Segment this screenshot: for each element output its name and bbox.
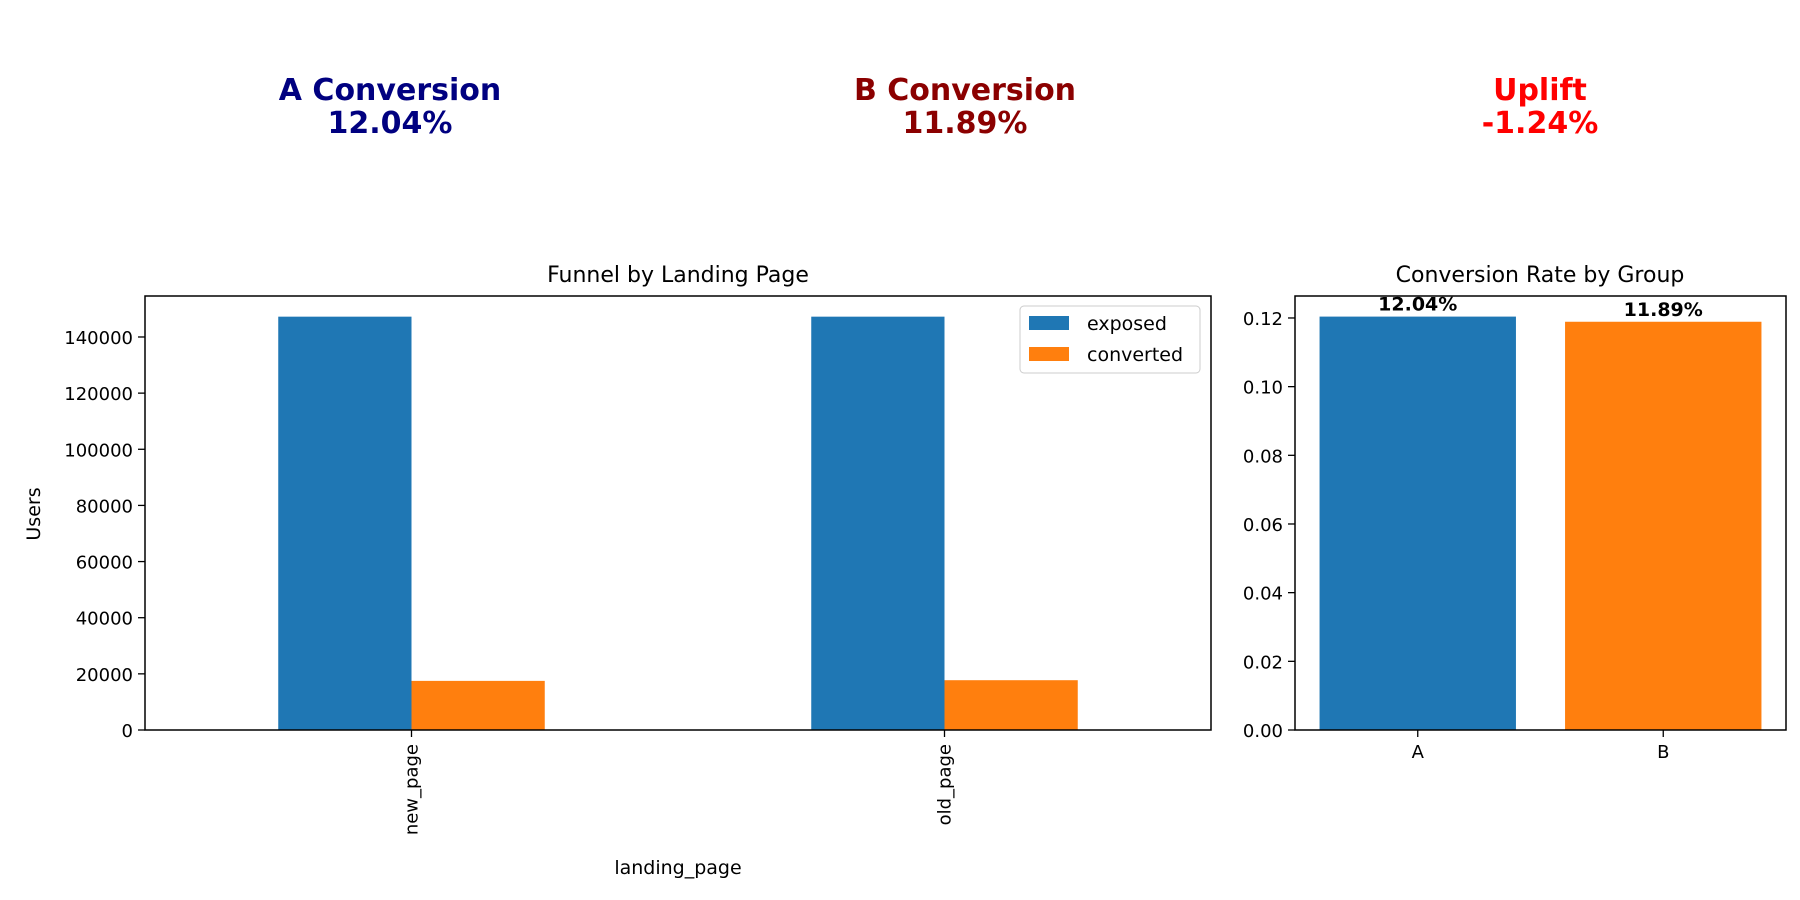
y-tick-label: 0.08: [1243, 446, 1283, 467]
data-label-B: 11.89%: [1624, 299, 1703, 321]
y-tick-label: 20000: [76, 665, 133, 686]
x-tick-label-old_page: old_page: [935, 744, 956, 825]
kpi-uplift-value: -1.24%: [1481, 106, 1599, 141]
rate-chart: Conversion Rate by Group 12.04% 11.89% 0.…: [1243, 263, 1787, 763]
kpi-a-value: 12.04%: [327, 106, 453, 141]
y-tick-label: 0.06: [1243, 515, 1283, 536]
bar-new_page-converted: [411, 680, 545, 730]
kpi-a-label: A Conversion: [278, 73, 502, 108]
rate-bars: 12.04% 11.89%: [1319, 294, 1762, 730]
y-tick-label: 0.12: [1243, 309, 1283, 330]
x-tick-label-A: A: [1412, 742, 1425, 763]
y-tick-label: 140000: [64, 328, 133, 349]
y-tick-label: 100000: [64, 440, 133, 461]
y-tick-label: 120000: [64, 384, 133, 405]
funnel-chart: Funnel by Landing Page Users landing_pag…: [23, 263, 1212, 879]
bar-old_page-converted: [944, 680, 1078, 730]
funnel-legend: exposed converted: [1019, 305, 1201, 374]
funnel-y-ticks: 0 20000 40000 60000 80000 100000 120000 140000: [64, 328, 145, 742]
kpi-b-conversion: B Conversion 11.89%: [765, 74, 1165, 140]
x-tick-label-B: B: [1657, 742, 1669, 763]
funnel-y-axis-label: Users: [23, 487, 45, 540]
funnel-chart-title: Funnel by Landing Page: [547, 263, 809, 288]
x-tick-label-new_page: new_page: [402, 744, 423, 835]
y-tick-label: 40000: [76, 609, 133, 630]
kpi-b-value: 11.89%: [902, 106, 1028, 141]
rate-plot-frame: [1294, 295, 1787, 731]
legend-swatch-converted: [1029, 347, 1069, 361]
rate-y-ticks: 0.00 0.02 0.04 0.06 0.08 0.10 0.12: [1243, 309, 1295, 742]
y-tick-label: 0.04: [1243, 584, 1283, 605]
legend-swatch-exposed: [1029, 316, 1069, 330]
kpi-b-label: B Conversion: [853, 73, 1077, 108]
y-tick-label: 0.10: [1243, 378, 1283, 399]
rate-chart-title: Conversion Rate by Group: [1396, 263, 1685, 288]
kpi-uplift-label: Uplift: [1493, 73, 1587, 108]
funnel-plot-frame: [144, 295, 1212, 731]
bar-group-B: [1565, 321, 1762, 730]
funnel-x-axis-label: landing_page: [614, 857, 741, 879]
funnel-bars: [278, 316, 1078, 730]
y-tick-label: 0.00: [1243, 721, 1283, 742]
kpi-uplift: Uplift -1.24%: [1340, 74, 1740, 140]
legend-label-exposed: exposed: [1087, 313, 1167, 335]
y-tick-label: 80000: [76, 496, 133, 517]
y-tick-label: 0: [122, 721, 133, 742]
bar-group-A: [1319, 316, 1516, 730]
y-tick-label: 0.02: [1243, 652, 1283, 673]
data-label-A: 12.04%: [1378, 294, 1457, 316]
y-tick-label: 60000: [76, 553, 133, 574]
bar-old_page-exposed: [811, 316, 945, 730]
legend-label-converted: converted: [1087, 344, 1183, 366]
funnel-x-ticks: new_page old_page: [402, 730, 956, 835]
kpi-a-conversion: A Conversion 12.04%: [190, 74, 590, 140]
bar-new_page-exposed: [278, 316, 412, 730]
